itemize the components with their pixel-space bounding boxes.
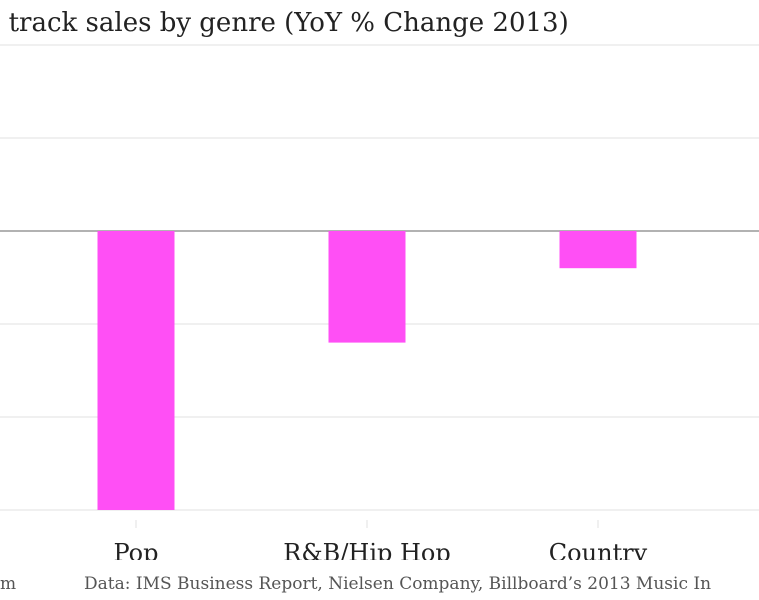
- source-note: Data: IMS Business Report, Nielsen Compa…: [84, 574, 712, 594]
- source-left-fragment: m: [0, 574, 17, 594]
- bar-chart: Pop R&B/Hip Hop Country: [0, 44, 759, 560]
- bar-pop: [97, 231, 175, 510]
- bar-country: [559, 231, 637, 269]
- x-tick-label: Pop: [114, 539, 159, 560]
- chart-title: l track sales by genre (YoY % Change 201…: [0, 8, 569, 38]
- x-tick-label: Country: [549, 539, 648, 560]
- x-tick-label: R&B/Hip Hop: [283, 539, 451, 560]
- bar-r-b-hip-hop: [328, 231, 406, 343]
